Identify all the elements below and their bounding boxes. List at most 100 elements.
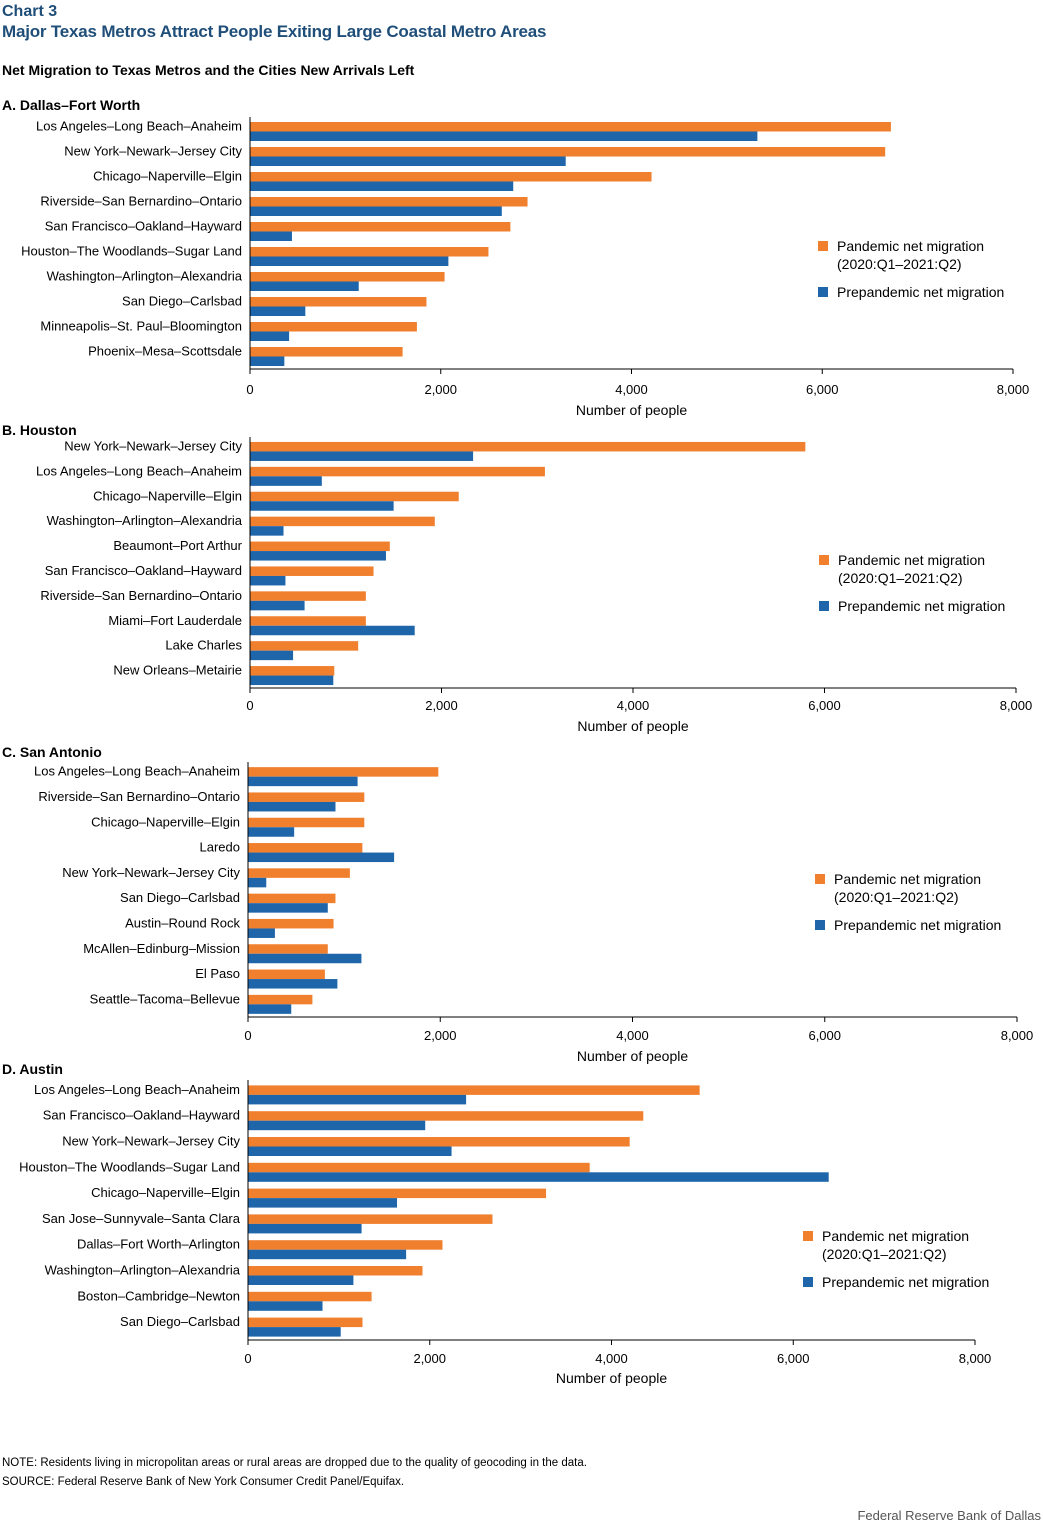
panel-2-prepandemic-bar xyxy=(250,451,474,461)
panel-2-prepandemic-bar xyxy=(250,501,394,511)
panel-4-pandemic-bar xyxy=(248,1317,363,1328)
panel-4-prepandemic-bar xyxy=(248,1223,362,1234)
panel-3-category-label: McAllen–Edinburg–Mission xyxy=(83,941,240,956)
panel-1-pandemic-bar xyxy=(250,272,445,282)
panel-2-pandemic-bar xyxy=(250,641,359,651)
panel-2-title: B. Houston xyxy=(2,422,77,438)
panel-4-pandemic-bar xyxy=(248,1188,547,1199)
panel-2-category-label: Beaumont–Port Arthur xyxy=(113,538,242,553)
panel-1-category-label: Riverside–San Bernardino–Ontario xyxy=(40,194,242,209)
panel-2-prepandemic-bar xyxy=(250,650,294,661)
panel-3-prepandemic-bar xyxy=(248,953,362,964)
panel-4-pandemic-bar xyxy=(248,1085,700,1095)
panel-4-pandemic-bar xyxy=(248,1266,423,1276)
panel-3-category-label: Los Angeles–Long Beach–Anaheim xyxy=(34,764,240,779)
panel-3-legend-swatch-pandemic xyxy=(815,874,825,884)
panel-4-prepandemic-bar xyxy=(248,1327,341,1337)
panel-4-category-label: Houston–The Woodlands–Sugar Land xyxy=(19,1159,240,1174)
panel-2-prepandemic-bar xyxy=(250,526,284,536)
panel-2-pandemic-bar xyxy=(250,466,545,477)
panel-4-prepandemic-bar xyxy=(248,1146,452,1156)
chart-subtitle: Net Migration to Texas Metros and the Ci… xyxy=(2,62,415,78)
panel-4-legend-pandemic: Pandemic net migration xyxy=(822,1228,969,1244)
panel-1-tick-label: 2,000 xyxy=(424,382,457,397)
panel-1-prepandemic-bar xyxy=(250,231,292,241)
panel-2-tick-label: 2,000 xyxy=(425,698,458,713)
panel-1-pandemic-bar xyxy=(250,297,427,307)
panel-3-title: C. San Antonio xyxy=(2,744,102,760)
panel-3-pandemic-bar xyxy=(248,944,328,954)
credit-line: Federal Reserve Bank of Dallas xyxy=(857,1508,1041,1523)
panel-2-category-label: San Francisco–Oakland–Hayward xyxy=(45,563,242,578)
footnote: NOTE: Residents living in micropolitan a… xyxy=(2,1457,587,1469)
panel-2-category-label: Lake Charles xyxy=(165,638,242,653)
panel-4-tick-label: 4,000 xyxy=(595,1351,628,1366)
panel-4-pandemic-bar xyxy=(248,1111,644,1121)
panel-2-category-label: New Orleans–Metairie xyxy=(113,663,242,678)
panel-1-tick-label: 4,000 xyxy=(615,382,648,397)
panel-3-pandemic-bar xyxy=(248,767,439,777)
panel-4-pandemic-bar xyxy=(248,1162,590,1173)
panel-4-category-label: Dallas–Fort Worth–Arlington xyxy=(77,1237,240,1252)
panel-2-category-label: New York–Newark–Jersey City xyxy=(64,438,242,453)
panel-3-tick-label: 0 xyxy=(244,1028,251,1043)
panel-2-prepandemic-bar xyxy=(250,625,415,636)
panel-4-legend-pandemic-period: (2020:Q1–2021:Q2) xyxy=(822,1246,947,1262)
panel-1-legend-prepandemic: Prepandemic net migration xyxy=(837,284,1004,300)
panel-1-category-label: San Diego–Carlsbad xyxy=(122,294,242,309)
panel-4-prepandemic-bar xyxy=(248,1249,407,1260)
panel-4-tick-label: 0 xyxy=(244,1351,251,1366)
panel-1-pandemic-bar xyxy=(250,172,652,182)
panel-2-pandemic-bar xyxy=(250,516,435,527)
panel-2-category-label: Los Angeles–Long Beach–Anaheim xyxy=(36,463,242,478)
panel-1-pandemic-bar xyxy=(250,122,891,132)
panel-1-title: A. Dallas–Fort Worth xyxy=(2,97,140,113)
panel-3-category-label: Laredo xyxy=(200,840,240,855)
panel-3-pandemic-bar xyxy=(248,843,363,853)
panel-1-pandemic-bar xyxy=(250,247,489,257)
panel-2-category-label: Riverside–San Bernardino–Ontario xyxy=(40,588,242,603)
panel-3-category-label: Riverside–San Bernardino–Ontario xyxy=(38,789,240,804)
panel-1-pandemic-bar xyxy=(250,347,403,357)
chart-label: Chart 3 xyxy=(2,3,58,20)
panel-3-x-axis-title: Number of people xyxy=(577,1048,689,1064)
panel-2-tick-label: 4,000 xyxy=(617,698,650,713)
panel-4-category-label: San Francisco–Oakland–Hayward xyxy=(43,1108,240,1123)
panel-3-prepandemic-bar xyxy=(248,776,358,787)
panel-1-x-axis-title: Number of people xyxy=(576,402,688,418)
panel-1: A. Dallas–Fort Worth Los Angeles–Long Bea… xyxy=(2,97,1029,418)
panel-2-legend-pandemic-period: (2020:Q1–2021:Q2) xyxy=(838,570,963,586)
panel-4: D. Austin Los Angeles–Long Beach–Anaheim S… xyxy=(2,1061,991,1386)
panel-2-legend-swatch-pandemic xyxy=(819,555,829,565)
panel-1-category-label: Houston–The Woodlands–Sugar Land xyxy=(21,244,242,259)
panel-4-tick-label: 8,000 xyxy=(959,1351,992,1366)
panel-1-prepandemic-bar xyxy=(250,356,285,366)
panel-2-prepandemic-bar xyxy=(250,600,305,611)
panel-1-category-label: Phoenix–Mesa–Scottsdale xyxy=(88,344,242,359)
panel-2-pandemic-bar xyxy=(250,666,335,676)
panel-2-tick-label: 8,000 xyxy=(1000,698,1033,713)
panel-2-pandemic-bar xyxy=(250,441,806,452)
panel-2-tick-label: 0 xyxy=(246,698,253,713)
panel-4-legend-prepandemic: Prepandemic net migration xyxy=(822,1274,989,1290)
panel-3-category-label: Austin–Round Rock xyxy=(125,915,240,930)
panel-3-category-label: San Diego–Carlsbad xyxy=(120,890,240,905)
panel-1-prepandemic-bar xyxy=(250,131,758,141)
panel-1-prepandemic-bar xyxy=(250,281,359,291)
panel-1-tick-label: 8,000 xyxy=(997,382,1030,397)
panel-2-prepandemic-bar xyxy=(250,575,286,586)
panel-2-pandemic-bar xyxy=(250,591,366,601)
panel-3-pandemic-bar xyxy=(248,969,325,980)
panel-1-prepandemic-bar xyxy=(250,181,514,191)
panel-1-legend-swatch-pandemic xyxy=(818,241,828,251)
panel-3-pandemic-bar xyxy=(248,893,336,904)
panel-4-pandemic-bar xyxy=(248,1214,493,1224)
panel-2-pandemic-bar xyxy=(250,491,459,502)
panel-1-pandemic-bar xyxy=(250,197,528,207)
panel-4-pandemic-bar xyxy=(248,1240,443,1250)
panel-1-pandemic-bar xyxy=(250,322,417,332)
panel-4-tick-label: 2,000 xyxy=(413,1351,446,1366)
panel-2-category-label: Miami–Fort Lauderdale xyxy=(108,613,242,628)
panel-1-pandemic-bar xyxy=(250,222,511,232)
